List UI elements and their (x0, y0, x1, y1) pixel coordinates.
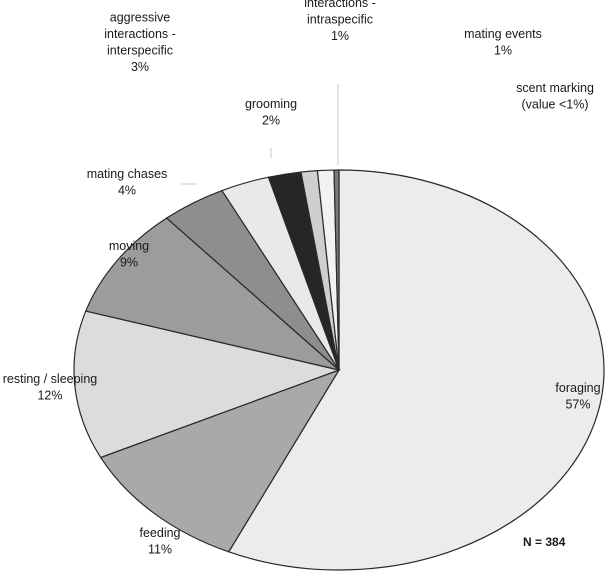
pie-slice-moving (84, 217, 340, 371)
slice-label: grooming 2% (245, 97, 297, 128)
pie-slice-resting-sleeping (73, 310, 342, 459)
slice-label: aggressive interactions -interspecific 3% (104, 10, 176, 74)
slice-labels: foraging 57% feeding 11% resting / sleeping 1… (3, 0, 601, 556)
sample-size-annotation: N = 384 (523, 535, 566, 549)
pie-slice-foraging (227, 169, 605, 571)
slice-label: mating events 1% (464, 27, 542, 58)
slice-label: mating chases 4% (87, 167, 168, 198)
pie-slice-feeding (99, 368, 341, 553)
pie-slice-scent-marking-value-1 (333, 169, 340, 371)
slice-label: scent marking (value <1%) (516, 81, 594, 112)
slice-label: foraging 57% (555, 381, 600, 412)
slice-label: moving 9% (109, 239, 149, 269)
leader-lines (181, 84, 339, 185)
pie-slices (73, 169, 605, 571)
slice-label: resting / sleeping 12% (3, 372, 98, 403)
slice-label: feeding 11% (139, 526, 180, 557)
